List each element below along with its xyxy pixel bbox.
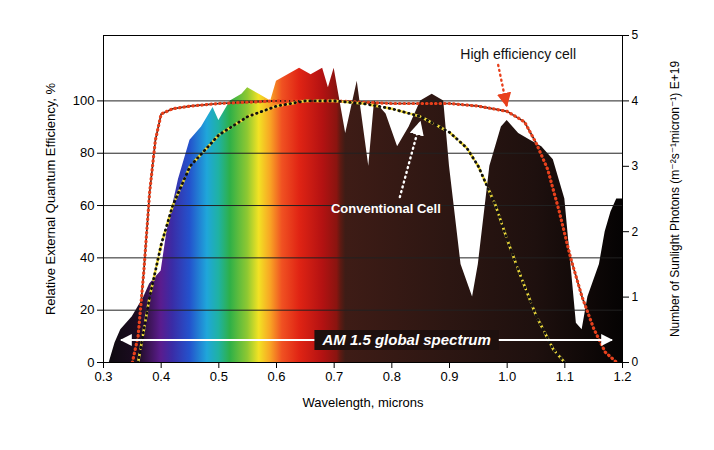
svg-text:5: 5 — [632, 28, 639, 42]
svg-text:Conventional Cell: Conventional Cell — [331, 201, 441, 216]
svg-text:3: 3 — [632, 159, 639, 173]
svg-text:80: 80 — [80, 145, 94, 160]
svg-text:20: 20 — [80, 302, 94, 317]
svg-text:0: 0 — [632, 355, 639, 369]
svg-text:1.1: 1.1 — [556, 369, 574, 384]
svg-text:1: 1 — [632, 290, 639, 304]
svg-text:0.8: 0.8 — [383, 369, 401, 384]
svg-text:1.2: 1.2 — [613, 369, 631, 384]
svg-text:0.5: 0.5 — [210, 369, 228, 384]
svg-text:0.3: 0.3 — [94, 369, 112, 384]
svg-text:1.0: 1.0 — [498, 369, 516, 384]
svg-text:Wavelength, microns: Wavelength, microns — [303, 395, 424, 410]
svg-text:AM 1.5 global spectrum: AM 1.5 global spectrum — [321, 331, 490, 348]
svg-text:0.7: 0.7 — [325, 369, 343, 384]
svg-text:100: 100 — [73, 93, 95, 108]
svg-text:4: 4 — [632, 94, 639, 108]
svg-text:0.4: 0.4 — [152, 369, 170, 384]
svg-text:40: 40 — [80, 250, 94, 265]
svg-text:60: 60 — [80, 198, 94, 213]
svg-text:0.9: 0.9 — [440, 369, 458, 384]
svg-text:0.6: 0.6 — [267, 369, 285, 384]
svg-text:High efficiency cell: High efficiency cell — [460, 46, 576, 62]
svg-text:Number of Sunlight Photons (m⁻: Number of Sunlight Photons (m⁻²s⁻¹micron… — [668, 61, 682, 337]
svg-text:2: 2 — [632, 225, 639, 239]
svg-text:Relative External Quantum Effi: Relative External Quantum Efficiency, % — [43, 82, 58, 315]
svg-text:0: 0 — [87, 355, 94, 370]
